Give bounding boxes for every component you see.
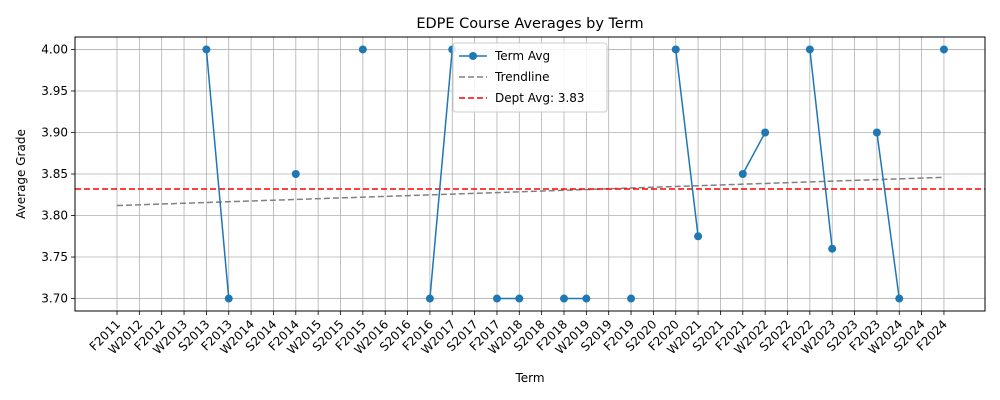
grid <box>75 37 985 311</box>
term-avg-point <box>627 294 636 303</box>
term-avg-point <box>291 170 300 178</box>
term-avg-point <box>738 170 747 178</box>
legend-label-trendline: Trendline <box>494 70 550 84</box>
term-avg-point <box>582 294 591 303</box>
y-tick-label: 3.90 <box>41 125 68 139</box>
term-avg-line <box>876 132 900 299</box>
term-avg-point <box>425 294 434 303</box>
term-avg-line <box>809 49 833 249</box>
term-avg-point <box>224 294 233 303</box>
plot-area <box>75 45 985 303</box>
y-tick-label: 3.80 <box>41 209 68 223</box>
term-avg-point <box>828 244 837 253</box>
y-tick-label: 3.85 <box>41 167 68 181</box>
term-avg-point <box>939 45 948 54</box>
term-avg-point <box>515 294 524 303</box>
legend-marker-term-avg <box>469 52 477 60</box>
chart-title: EDPE Course Averages by Term <box>416 16 643 32</box>
y-tick-label: 3.95 <box>41 84 68 98</box>
legend: Term Avg Trendline Dept Avg: 3.83 <box>452 42 608 113</box>
legend-label-dept-avg: Dept Avg: 3.83 <box>495 91 585 105</box>
x-axis-label: Term <box>514 371 544 385</box>
term-avg-line <box>205 49 230 299</box>
term-avg-line <box>675 49 699 237</box>
term-avg-line <box>742 132 766 175</box>
y-tick-label: 4.00 <box>41 42 68 56</box>
term-avg-point <box>492 294 501 303</box>
term-avg-point <box>895 294 904 303</box>
legend-label-term-avg: Term Avg <box>494 49 550 63</box>
y-axis: 3.70 3.75 3.80 3.85 3.90 3.95 4.00 <box>41 42 75 306</box>
term-avg-point <box>202 45 211 54</box>
term-avg-point <box>872 128 881 137</box>
term-avg-point <box>761 128 770 137</box>
term-avg-line <box>429 49 453 299</box>
trendline <box>116 176 944 207</box>
term-avg-point <box>560 294 568 303</box>
term-avg-point <box>358 45 367 54</box>
y-axis-label: Average Grade <box>14 129 28 219</box>
y-tick-label: 3.70 <box>41 292 68 306</box>
term-avg-point <box>671 45 680 54</box>
legend-box <box>452 42 608 113</box>
term-avg-point <box>694 232 703 241</box>
y-tick-label: 3.75 <box>41 250 68 264</box>
term-avg-point <box>805 45 814 54</box>
